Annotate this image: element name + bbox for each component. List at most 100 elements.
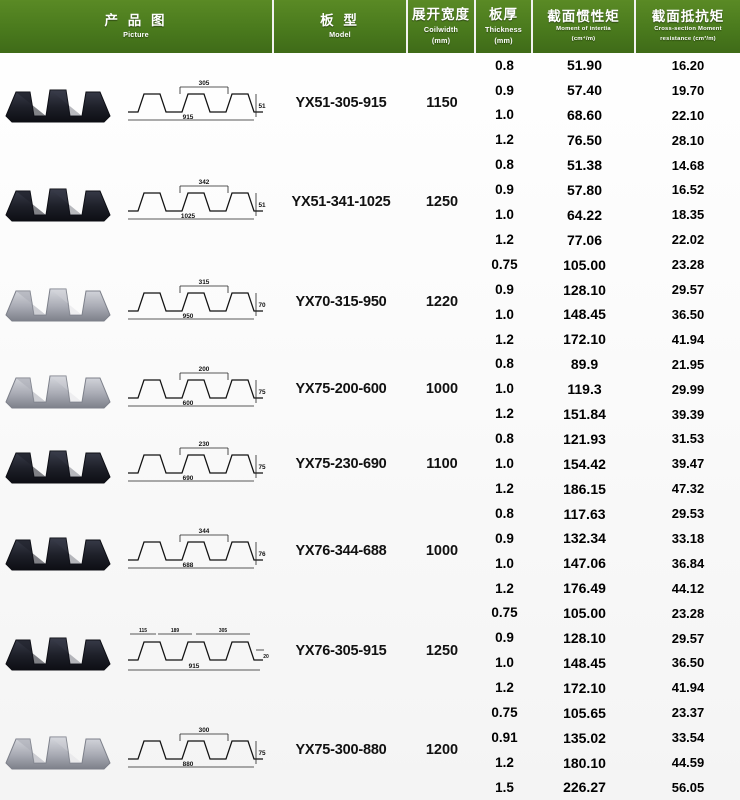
header-coilwidth-unit: (mm) [431, 35, 451, 45]
thickness-value: 1.2 [495, 480, 514, 496]
moment-of-inertia-value: 68.60 [566, 107, 603, 124]
product-photo [0, 171, 118, 233]
svg-text:76: 76 [258, 551, 266, 558]
section-modulus-value: 39.39 [671, 406, 705, 422]
spec-row: 0.91 135.02 33.54 [476, 725, 740, 750]
svg-text:51: 51 [258, 202, 266, 209]
product-picture-cell: 344 688 76 [0, 501, 274, 601]
svg-text:688: 688 [183, 562, 194, 569]
spec-row: 1.5 226.27 56.05 [476, 775, 740, 800]
header-model-cn: 板 型 [320, 12, 360, 28]
header-resistance-en: Cross-section Moment [654, 26, 722, 33]
product-photo [0, 271, 118, 333]
moment-of-inertia-value: 51.38 [566, 157, 603, 174]
model-cell: YX70-315-950 [295, 293, 387, 310]
moment-of-inertia-value: 151.84 [563, 406, 606, 422]
thickness-value: 0.8 [495, 505, 514, 521]
product-photo [0, 358, 118, 420]
spec-subtable: 0.75 105.00 23.28 0.9 128.10 29.57 1.0 148.45 36… [476, 252, 740, 352]
thickness-value: 0.8 [495, 431, 514, 447]
product-photo [0, 72, 118, 134]
svg-text:344: 344 [199, 528, 210, 535]
section-modulus-value: 56.05 [671, 779, 705, 795]
thickness-value: 0.9 [495, 281, 514, 297]
moment-of-inertia-value: 148.45 [563, 654, 606, 671]
table-row: 305 915 51 YX51-305-915 1150 0.8 51.90 16.20… [0, 53, 740, 153]
thickness-value: 1.2 [495, 754, 514, 770]
spec-row: 1.2 76.50 28.10 [476, 128, 740, 153]
profile-diagram: 344 688 76 [120, 520, 270, 582]
svg-text:115: 115 [139, 628, 147, 634]
svg-text:75: 75 [258, 750, 266, 757]
moment-of-inertia-value: 119.3 [567, 381, 602, 398]
svg-text:690: 690 [183, 475, 194, 482]
moment-of-inertia-value: 117.63 [563, 505, 606, 522]
section-modulus-value: 41.94 [671, 331, 705, 347]
section-modulus-value: 21.95 [671, 356, 705, 372]
spec-row: 1.0 147.06 36.84 [476, 551, 740, 576]
section-modulus-value: 33.18 [671, 530, 705, 546]
section-modulus-value: 29.57 [671, 282, 705, 298]
section-modulus-value: 22.10 [671, 107, 705, 123]
section-modulus-value: 23.37 [671, 705, 705, 721]
profile-diagram: 300 880 75 [120, 719, 270, 781]
spec-subtable: 0.75 105.65 23.37 0.91 135.02 33.54 1.2 180.10 4… [476, 700, 740, 800]
svg-text:950: 950 [183, 313, 194, 320]
section-modulus-value: 29.57 [671, 630, 705, 646]
moment-of-inertia-value: 172.10 [563, 679, 606, 696]
product-picture-cell: 115 189 305 915 20 [0, 601, 274, 701]
svg-text:915: 915 [189, 663, 200, 670]
moment-of-inertia-value: 64.22 [566, 206, 603, 223]
header-picture-cn: 产 品 图 [104, 12, 168, 28]
section-modulus-value: 29.53 [671, 506, 705, 522]
thickness-value: 1.0 [495, 655, 514, 671]
section-modulus-value: 29.99 [671, 381, 705, 397]
profile-diagram: 315 950 70 [120, 271, 270, 333]
spec-row: 1.0 64.22 18.35 [476, 202, 740, 227]
spec-subtable: 0.8 89.9 21.95 1.0 119.3 29.99 1.2 151.84 39.39 [476, 352, 740, 427]
product-picture-cell: 305 915 51 [0, 53, 274, 153]
svg-text:305: 305 [199, 80, 210, 87]
model-cell: YX75-230-690 [295, 455, 387, 472]
spec-subtable: 0.8 121.93 31.53 1.0 154.42 39.47 1.2 186.15 47.… [476, 426, 740, 501]
coilwidth-cell: 1250 [425, 194, 459, 211]
moment-of-inertia-value: 172.10 [563, 331, 606, 348]
moment-of-inertia-value: 226.27 [563, 779, 606, 796]
svg-text:1025: 1025 [181, 213, 196, 220]
svg-text:75: 75 [258, 464, 266, 471]
thickness-value: 0.91 [491, 729, 518, 745]
thickness-value: 1.2 [495, 580, 514, 596]
section-modulus-value: 39.47 [671, 456, 705, 472]
thickness-value: 1.0 [495, 306, 514, 322]
coilwidth-cell: 1000 [425, 381, 459, 398]
moment-of-inertia-value: 57.80 [566, 181, 603, 198]
svg-text:75: 75 [258, 389, 266, 396]
thickness-value: 0.75 [491, 605, 518, 621]
thickness-value: 0.9 [495, 82, 514, 98]
profile-diagram: 230 690 75 [120, 433, 270, 495]
model-cell: YX76-344-688 [295, 542, 387, 559]
table-row: 315 950 70 YX70-315-950 1220 0.75 105.00 23.… [0, 252, 740, 352]
table-row: 342 1025 51 YX51-341-1025 1250 0.8 51.38 14.… [0, 153, 740, 253]
table-header: 产 品 图 Picture 板 型 Model 展开宽度 Coilwidth (… [0, 0, 740, 53]
header-moment-en: Moment of intertia [556, 26, 611, 33]
model-cell: YX76-305-915 [295, 642, 387, 659]
spec-row: 1.2 186.15 47.32 [476, 476, 740, 501]
section-modulus-value: 31.53 [671, 431, 705, 447]
thickness-value: 1.0 [495, 555, 514, 571]
moment-of-inertia-value: 135.02 [563, 729, 606, 746]
thickness-value: 1.5 [495, 779, 514, 795]
moment-of-inertia-value: 51.90 [566, 57, 603, 74]
header-thickness-en: Thickness [485, 24, 522, 34]
svg-text:305: 305 [219, 628, 228, 634]
product-photo [0, 620, 118, 682]
header-thickness-unit: (mm) [494, 35, 513, 45]
spec-row: 1.2 172.10 41.94 [476, 327, 740, 352]
moment-of-inertia-value: 128.10 [563, 281, 606, 298]
model-cell: YX75-300-880 [295, 742, 387, 759]
moment-of-inertia-value: 105.65 [563, 704, 606, 721]
spec-row: 0.9 57.40 19.70 [476, 78, 740, 103]
profile-diagram: 115 189 305 915 20 [120, 620, 270, 682]
thickness-value: 1.2 [495, 231, 514, 247]
